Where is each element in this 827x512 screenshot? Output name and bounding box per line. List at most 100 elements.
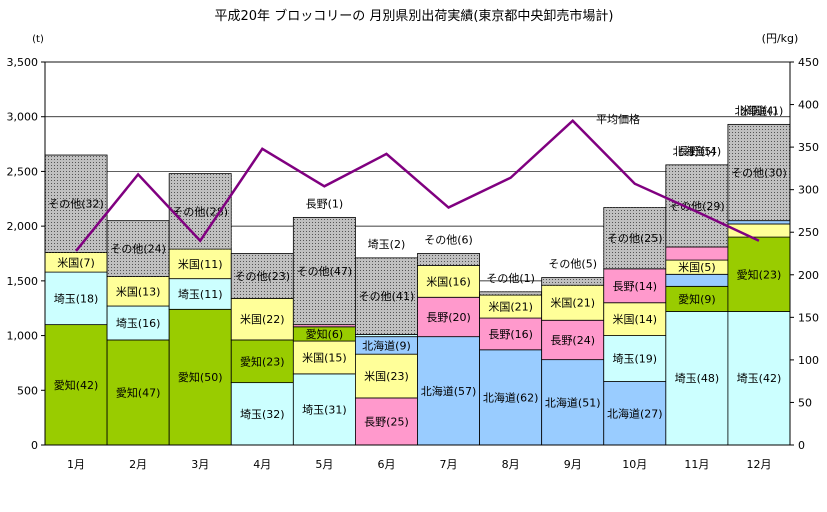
bar-segment bbox=[230, 297, 294, 341]
segment-label: その他(6) bbox=[424, 234, 473, 247]
line-series-label: 平均価格 bbox=[596, 112, 640, 126]
bar-segment bbox=[355, 353, 418, 399]
segment-label: 長野(20) bbox=[426, 311, 471, 324]
segment-label: 米国(16) bbox=[426, 275, 471, 288]
bar-segment bbox=[665, 311, 729, 446]
segment-label: その他(1) bbox=[486, 272, 535, 285]
segment-label: 愛知(42) bbox=[54, 378, 99, 392]
tick-labels: 0 500 1,000 1,500 2,000 2,500 3,000 3,500 0 50 100… bbox=[7, 56, 820, 471]
segment-label: 北海道(62) bbox=[483, 390, 539, 404]
segment-labels: 愛知(42) 埼玉(18) 米国(7) その他(32) 愛知(47) 埼玉(16) 米国(1… bbox=[48, 103, 787, 428]
segment-label: 埼玉(48) bbox=[675, 371, 720, 385]
bar-segment-pattern bbox=[603, 207, 666, 269]
bar-segment-pattern bbox=[355, 257, 418, 335]
segment-label: 米国(23) bbox=[364, 370, 409, 383]
segment-label: 北海道(57) bbox=[421, 384, 477, 398]
y-right-tick-label: 300 bbox=[798, 184, 819, 197]
y-axis-right-unit: (円/kg) bbox=[762, 32, 799, 45]
bar-segment-pattern bbox=[417, 253, 480, 266]
price-line-path bbox=[75, 118, 760, 252]
bar-segment bbox=[479, 317, 543, 351]
segment-label: その他(29) bbox=[669, 200, 725, 213]
bar-segment bbox=[603, 381, 667, 446]
segment-label: 米国(14) bbox=[612, 313, 657, 326]
y-right-tick-label: 200 bbox=[798, 269, 819, 282]
y-right-tick-label: 150 bbox=[798, 311, 819, 324]
segment-label: 長野(14) bbox=[612, 280, 657, 293]
segment-label: 埼玉(32) bbox=[240, 407, 285, 421]
segment-label: 米国(7) bbox=[57, 256, 95, 269]
segment-label: その他(28) bbox=[172, 205, 228, 218]
segment-label: 埼玉(19) bbox=[612, 352, 657, 366]
x-tick-label: 9月 bbox=[564, 458, 582, 471]
segment-label: 愛知(23) bbox=[737, 267, 782, 281]
segment-label: 埼玉(2) bbox=[368, 237, 406, 251]
x-tick-label: 6月 bbox=[377, 458, 395, 471]
segment-label: 長野(1) bbox=[306, 197, 344, 210]
y-right-tick-label: 250 bbox=[798, 226, 819, 239]
bar-segment bbox=[727, 220, 791, 225]
chart-title: 平成20年 ブロッコリーの 月別県別出荷実績(東京都中央卸売市場計) bbox=[215, 8, 614, 24]
segment-label: 米国(4) bbox=[740, 104, 778, 117]
segment-label: その他(25) bbox=[607, 232, 663, 245]
bar-segment bbox=[417, 296, 480, 338]
segment-label: 埼玉(18) bbox=[54, 291, 99, 305]
segment-label: その他(23) bbox=[234, 270, 290, 283]
segment-label: 米国(11) bbox=[178, 258, 223, 271]
bar-segment bbox=[541, 284, 605, 321]
y-left-tick-label: 1,500 bbox=[7, 275, 39, 288]
bar-segment bbox=[168, 278, 232, 310]
segment-label: 米国(13) bbox=[116, 285, 161, 298]
axes bbox=[41, 61, 794, 446]
bar-segment-pattern bbox=[231, 253, 294, 299]
y-left-tick-label: 0 bbox=[31, 439, 38, 452]
x-tick-label: 11月 bbox=[684, 458, 709, 471]
price-line bbox=[75, 118, 760, 252]
bar-segment bbox=[603, 335, 667, 382]
bar-segment bbox=[665, 285, 729, 312]
segment-label: 北海道(51) bbox=[545, 395, 601, 409]
y-left-tick-label: 2,500 bbox=[7, 165, 39, 178]
segment-label: その他(5) bbox=[548, 258, 597, 271]
bar-segment bbox=[603, 268, 667, 304]
segment-label: 埼玉(42) bbox=[737, 371, 782, 385]
segment-label: 長野(25) bbox=[364, 415, 409, 428]
x-tick-label: 1月 bbox=[67, 458, 85, 471]
segment-label: 長野(16) bbox=[488, 328, 533, 341]
bar-segment-pattern bbox=[479, 291, 542, 296]
segment-label: 北海道(4) bbox=[673, 144, 722, 158]
x-tick-label: 12月 bbox=[746, 458, 771, 471]
x-tick-label: 4月 bbox=[253, 458, 271, 471]
segment-label: 米国(22) bbox=[240, 313, 285, 326]
segment-label: 愛知(6) bbox=[306, 327, 344, 341]
stacked-bars bbox=[44, 123, 791, 446]
segment-label: その他(24) bbox=[110, 243, 166, 256]
y-left-tick-label: 500 bbox=[17, 384, 38, 397]
segment-label: 米国(15) bbox=[302, 351, 347, 364]
y-right-tick-label: 50 bbox=[798, 396, 812, 409]
segment-label: その他(41) bbox=[359, 290, 415, 303]
segment-label: 埼玉(31) bbox=[302, 402, 347, 416]
bar-segment bbox=[44, 271, 108, 326]
y-left-tick-label: 1,000 bbox=[7, 330, 39, 343]
bar-segment bbox=[168, 248, 232, 280]
x-tick-label: 10月 bbox=[622, 458, 647, 471]
segment-label: 北海道(9) bbox=[362, 338, 411, 352]
bar-segment-pattern bbox=[727, 124, 790, 221]
bar-segment bbox=[603, 302, 667, 336]
segment-label: 埼玉(16) bbox=[116, 316, 161, 330]
bar-segment-pattern bbox=[45, 155, 108, 253]
x-tick-label: 8月 bbox=[502, 458, 520, 471]
y-left-tick-label: 3,000 bbox=[7, 111, 39, 124]
segment-label: 愛知(50) bbox=[178, 370, 223, 384]
segment-label: 愛知(9) bbox=[678, 292, 716, 306]
segment-label: 愛知(47) bbox=[116, 385, 161, 399]
y-right-tick-label: 100 bbox=[798, 354, 819, 367]
segment-label: 米国(5) bbox=[678, 261, 716, 274]
segment-label: 長野(5) bbox=[678, 145, 716, 158]
bar-segment bbox=[541, 319, 605, 361]
x-tick-label: 3月 bbox=[191, 458, 209, 471]
x-tick-label: 7月 bbox=[440, 458, 458, 471]
segment-label: その他(30) bbox=[731, 167, 787, 180]
segment-label: 北海道(1) bbox=[735, 103, 784, 117]
